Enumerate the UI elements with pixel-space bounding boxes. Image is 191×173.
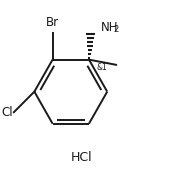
Text: HCl: HCl xyxy=(71,151,93,164)
Text: Br: Br xyxy=(46,16,59,29)
Text: 2: 2 xyxy=(113,25,118,34)
Text: &1: &1 xyxy=(96,63,107,72)
Text: NH: NH xyxy=(101,21,119,34)
Text: Cl: Cl xyxy=(2,106,13,119)
